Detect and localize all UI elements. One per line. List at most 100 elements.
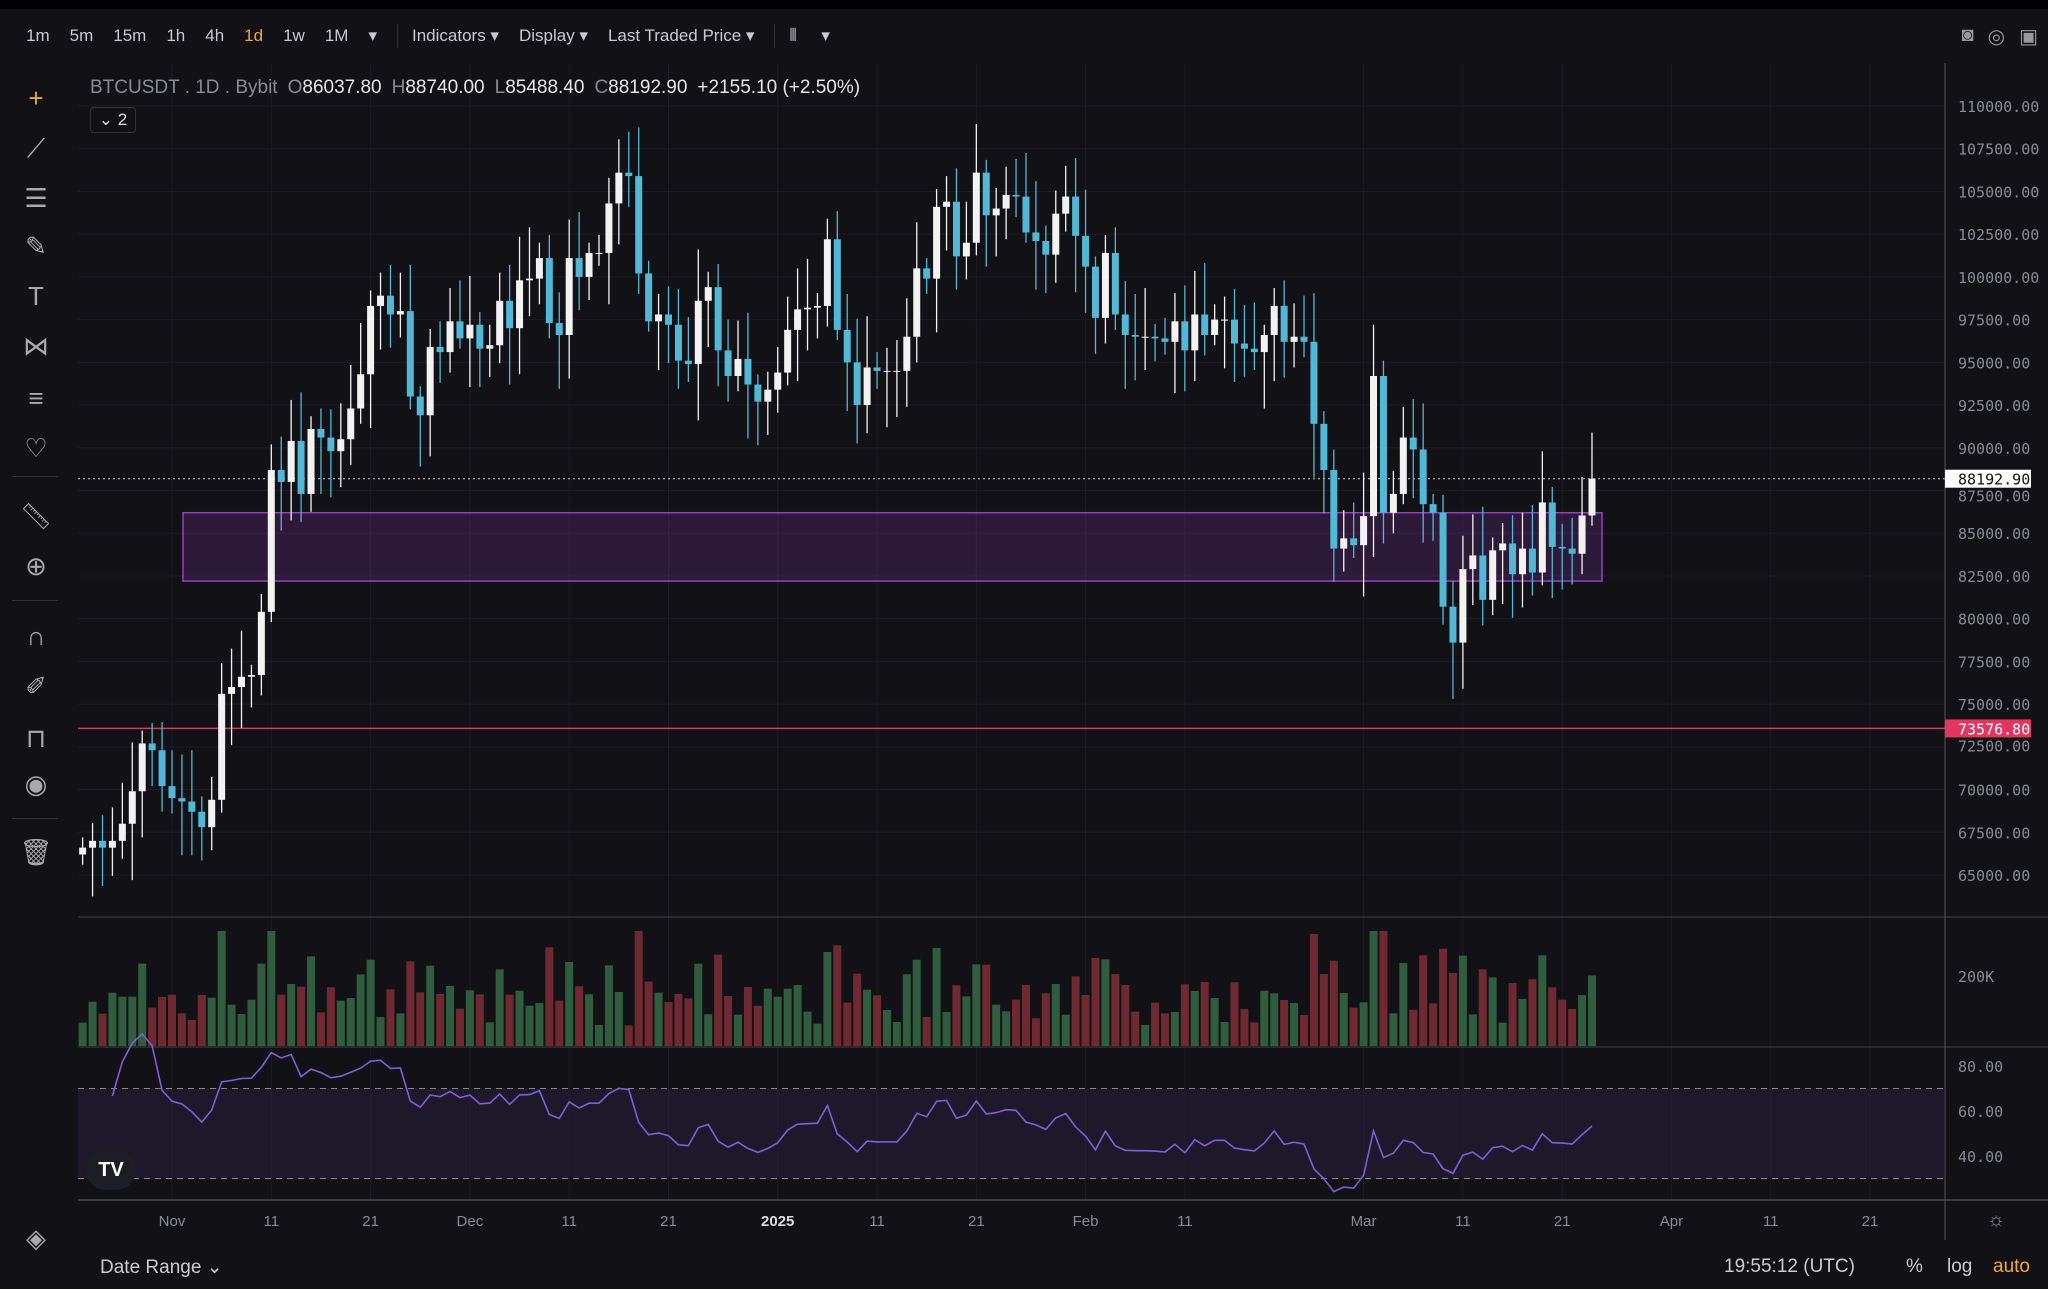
display-button[interactable]: Display ▾ xyxy=(518,26,588,45)
volume-bar xyxy=(803,1011,812,1046)
low-label: L xyxy=(494,77,506,98)
text-icon[interactable]: T xyxy=(28,281,44,311)
timeframe-1d[interactable]: 1d xyxy=(244,26,264,45)
price-type-dropdown[interactable]: Last Traded Price ▾ xyxy=(607,26,755,45)
timeframe-4h[interactable]: 4h xyxy=(205,26,225,45)
volume-bar xyxy=(1270,993,1279,1046)
rsi-tick: 40.00 xyxy=(1958,1148,2003,1166)
volume-bar xyxy=(1002,1011,1011,1046)
indicator-collapse-button[interactable]: ⌄ 2 xyxy=(90,107,136,133)
pattern-icon[interactable]: ⋈ xyxy=(23,331,49,361)
chart-type-dropdown[interactable]: ⫴ ▾ xyxy=(789,26,830,45)
volume-bar xyxy=(1091,958,1100,1046)
volume-bar xyxy=(604,965,613,1046)
candle-body xyxy=(893,370,901,372)
timeframe-15m[interactable]: 15m xyxy=(113,26,147,45)
candle-body xyxy=(1499,543,1507,551)
volume-bar xyxy=(1568,1009,1577,1046)
volume-bar xyxy=(873,995,882,1046)
volume-bar xyxy=(1021,985,1030,1046)
candle-body xyxy=(1151,336,1159,339)
brush-icon[interactable]: ✎ xyxy=(25,231,47,261)
axis-settings-icon: ☼ xyxy=(1987,1209,2005,1231)
candle-body xyxy=(98,840,106,848)
timeframe-1m[interactable]: 1m xyxy=(26,26,50,45)
date-range-button[interactable]: Date Range ⌄ xyxy=(100,1257,223,1278)
percent-toggle[interactable]: % xyxy=(1906,1256,1923,1277)
time-tick: 21 xyxy=(968,1213,985,1230)
high: 88740.00 xyxy=(405,77,485,98)
volume-bar xyxy=(823,952,832,1046)
price-tick: 92500.00 xyxy=(1958,397,2030,415)
candle-body xyxy=(1469,555,1477,570)
current-price-label-bg xyxy=(1945,469,2031,488)
candle-body xyxy=(804,307,812,310)
candle-body xyxy=(1131,334,1139,337)
settings-icon[interactable]: ◎ xyxy=(1987,26,2006,48)
lock-drawing-icon[interactable]: ✐ xyxy=(25,671,47,701)
candle-body xyxy=(168,786,176,799)
volume-bar xyxy=(88,1001,97,1046)
candle-body xyxy=(327,437,335,452)
volume-bar xyxy=(346,998,355,1046)
log-toggle[interactable]: log xyxy=(1947,1256,1973,1277)
volume-bar xyxy=(813,1023,822,1046)
timeframe-1M[interactable]: 1M xyxy=(324,26,349,45)
timeframe-1h[interactable]: 1h xyxy=(166,26,186,45)
candle-body xyxy=(903,336,911,371)
time-tick: 11 xyxy=(264,1213,280,1230)
candle-body xyxy=(357,374,365,409)
candle-body xyxy=(952,201,960,257)
candle-body xyxy=(704,287,712,301)
open-value: O86037.80 xyxy=(288,77,382,99)
bottom-bar: Date Range ⌄ 19:55:12 (UTC) % log auto xyxy=(0,1240,2048,1289)
candle-body xyxy=(1221,319,1229,321)
horizontal-lines-icon[interactable]: ☰ xyxy=(24,183,48,213)
heart-icon[interactable]: ♡ xyxy=(24,433,48,463)
volume-bar xyxy=(1538,955,1547,1046)
close-value: C88192.90 xyxy=(594,77,687,99)
magnet-icon[interactable]: ∩ xyxy=(26,621,46,651)
volume-bar xyxy=(1478,969,1487,1046)
auto-toggle[interactable]: auto xyxy=(1993,1256,2030,1277)
candle-body xyxy=(1250,348,1258,353)
volume-bar xyxy=(1359,1002,1368,1046)
volume-bar xyxy=(416,992,425,1046)
volume-bar xyxy=(1220,1022,1229,1046)
rsi-band xyxy=(78,1088,1945,1179)
price-tick: 72500.00 xyxy=(1958,737,2030,755)
candle-body xyxy=(1439,512,1447,607)
candle-body xyxy=(1201,314,1209,335)
zoom-in-icon[interactable]: ⊕ xyxy=(25,551,47,581)
close: 88192.90 xyxy=(608,77,688,98)
fib-icon[interactable]: ≡ xyxy=(28,383,44,413)
price-tick: 97500.00 xyxy=(1958,312,2030,330)
volume-bar xyxy=(753,1005,762,1046)
ruler-icon[interactable]: 📏︎ xyxy=(19,501,53,531)
candle-body xyxy=(148,743,156,751)
timeframe-more-dropdown[interactable]: ▾ xyxy=(368,26,377,45)
timeframe-1w[interactable]: 1w xyxy=(283,26,305,45)
lock-icon[interactable]: ⊓ xyxy=(25,723,47,753)
trend-line-icon[interactable]: ⟋ xyxy=(26,133,46,163)
camera-icon[interactable]: ◙ xyxy=(1961,24,1974,46)
fullscreen-icon[interactable]: ▣ xyxy=(2019,26,2038,48)
indicators-button[interactable]: Indicators ▾ xyxy=(412,26,499,45)
candle-body xyxy=(784,329,792,373)
candle-body xyxy=(1399,437,1407,494)
trash-icon[interactable]: 🗑︎ xyxy=(19,837,53,867)
eye-icon[interactable]: ◉ xyxy=(24,769,48,799)
candle-body xyxy=(1240,343,1248,349)
timeframe-5m[interactable]: 5m xyxy=(69,26,94,45)
volume-bar xyxy=(465,990,474,1046)
divider xyxy=(774,24,776,48)
candle-body xyxy=(943,201,951,207)
price-tick: 75000.00 xyxy=(1958,696,2030,714)
volume-bar xyxy=(1131,1011,1140,1046)
candle-body xyxy=(1072,196,1080,236)
layers-icon[interactable]: ◈ xyxy=(26,1223,46,1253)
crosshair-icon[interactable]: + xyxy=(28,83,44,113)
price-tick: 105000.00 xyxy=(1958,183,2039,201)
volume-bar xyxy=(545,947,554,1046)
